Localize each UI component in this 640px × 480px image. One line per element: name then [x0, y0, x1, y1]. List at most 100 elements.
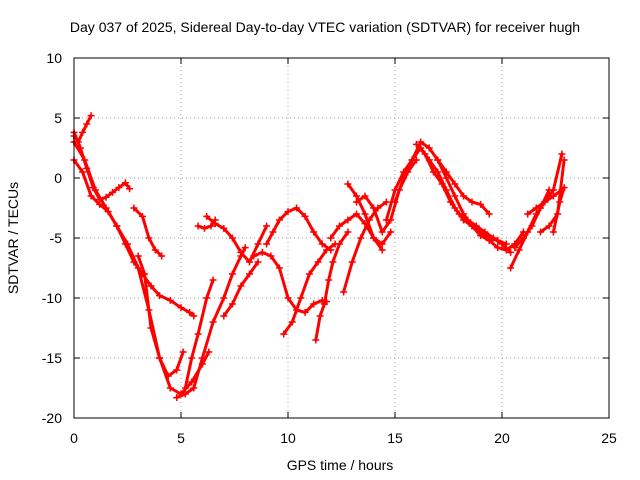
data-series-5	[130, 204, 166, 260]
data-point-plus-marker	[173, 394, 181, 402]
grid	[73, 57, 610, 419]
data-series-22	[412, 140, 515, 256]
x-tick-label: 0	[70, 430, 78, 446]
data-series-24	[507, 186, 566, 272]
y-tick-label: 5	[54, 110, 62, 126]
data-point-plus-marker	[361, 210, 369, 218]
data-point-plus-marker	[519, 234, 527, 242]
data-series-20	[382, 138, 527, 254]
data-point-plus-marker	[121, 179, 129, 187]
data-point-plus-marker	[79, 128, 87, 136]
data-point-plus-marker	[318, 240, 326, 248]
data-point-plus-marker	[156, 292, 164, 300]
data-point-plus-marker	[451, 180, 459, 188]
data-point-plus-marker	[228, 234, 236, 242]
data-point-plus-marker	[335, 222, 343, 230]
data-point-plus-marker	[166, 384, 174, 392]
tick-labels: 0 5 10 15 20 25 -20 -15 -10 -5 0 5 10	[42, 50, 617, 446]
data-point-plus-marker	[434, 156, 442, 164]
series-line	[329, 212, 393, 246]
data-point-plus-marker	[147, 324, 155, 332]
data-point-plus-marker	[147, 282, 155, 290]
data-point-plus-marker	[408, 156, 416, 164]
x-tick-label: 20	[494, 430, 510, 446]
series-line	[314, 230, 350, 342]
data-point-plus-marker	[203, 294, 211, 302]
data-point-plus-marker	[382, 198, 390, 206]
data-point-plus-marker	[468, 198, 476, 206]
data-point-plus-marker	[166, 296, 174, 304]
data-point-plus-marker	[188, 354, 196, 362]
data-point-plus-marker	[203, 212, 211, 220]
data-point-plus-marker	[320, 300, 328, 308]
data-point-plus-marker	[305, 270, 313, 278]
data-point-plus-marker	[316, 312, 324, 320]
data-point-plus-marker	[378, 246, 386, 254]
data-point-plus-marker	[267, 252, 275, 260]
data-point-plus-marker	[269, 228, 277, 236]
data-point-plus-marker	[353, 210, 360, 218]
y-tick-label: -15	[42, 350, 62, 366]
data-point-plus-marker	[541, 198, 549, 206]
data-point-plus-marker	[498, 240, 506, 248]
data-point-plus-marker	[335, 240, 343, 248]
data-point-plus-marker	[549, 192, 557, 200]
data-point-plus-marker	[181, 390, 189, 398]
y-tick-label: 10	[46, 50, 62, 66]
data-point-plus-marker	[205, 348, 213, 356]
data-point-plus-marker	[348, 258, 356, 266]
series-line	[342, 200, 388, 294]
data-point-plus-marker	[344, 228, 352, 236]
data-point-plus-marker	[382, 216, 390, 224]
data-point-plus-marker	[201, 224, 208, 232]
data-point-plus-marker	[186, 308, 194, 316]
data-series-8	[181, 276, 217, 392]
data-point-plus-marker	[556, 198, 564, 206]
data-point-plus-marker	[438, 180, 446, 188]
data-point-plus-marker	[254, 240, 262, 248]
data-point-plus-marker	[139, 212, 146, 220]
data-series-28	[549, 184, 568, 236]
data-point-plus-marker	[237, 248, 245, 256]
data-point-plus-marker	[560, 156, 568, 164]
y-tick-label: 0	[54, 170, 62, 186]
data-point-plus-marker	[511, 244, 519, 252]
data-series-18	[344, 180, 386, 254]
data-point-plus-marker	[102, 193, 110, 201]
data-point-plus-marker	[241, 244, 249, 252]
data-point-plus-marker	[284, 294, 292, 302]
data-point-plus-marker	[246, 270, 253, 278]
y-tick-label: -10	[42, 290, 62, 306]
data-point-plus-marker	[134, 252, 142, 260]
data-point-plus-marker	[442, 168, 450, 176]
data-point-plus-marker	[124, 240, 131, 248]
data-point-plus-marker	[113, 222, 121, 230]
data-point-plus-marker	[228, 270, 236, 278]
data-point-plus-marker	[209, 276, 217, 284]
series-group	[70, 112, 568, 402]
series-line	[205, 214, 269, 264]
data-point-plus-marker	[87, 112, 95, 120]
data-point-plus-marker	[258, 248, 266, 256]
chart-title: Day 037 of 2025, Sidereal Day-to-day VTE…	[70, 19, 580, 35]
x-tick-label: 5	[177, 430, 185, 446]
data-point-plus-marker	[141, 270, 149, 278]
data-point-plus-marker	[507, 248, 515, 256]
data-point-plus-marker	[151, 246, 159, 254]
data-series-26	[524, 150, 566, 218]
data-series-10	[203, 212, 271, 266]
data-point-plus-marker	[83, 120, 91, 128]
data-point-plus-marker	[460, 192, 467, 200]
data-point-plus-marker	[447, 198, 455, 206]
data-point-plus-marker	[357, 234, 365, 242]
data-point-plus-marker	[109, 188, 116, 196]
data-point-plus-marker	[145, 234, 153, 242]
data-point-plus-marker	[194, 222, 202, 230]
data-point-plus-marker	[481, 228, 489, 236]
data-series-17	[340, 198, 390, 296]
data-point-plus-marker	[344, 180, 352, 188]
data-point-plus-marker	[353, 192, 360, 200]
data-point-plus-marker	[228, 300, 236, 308]
x-axis-title: GPS time / hours	[287, 457, 394, 473]
